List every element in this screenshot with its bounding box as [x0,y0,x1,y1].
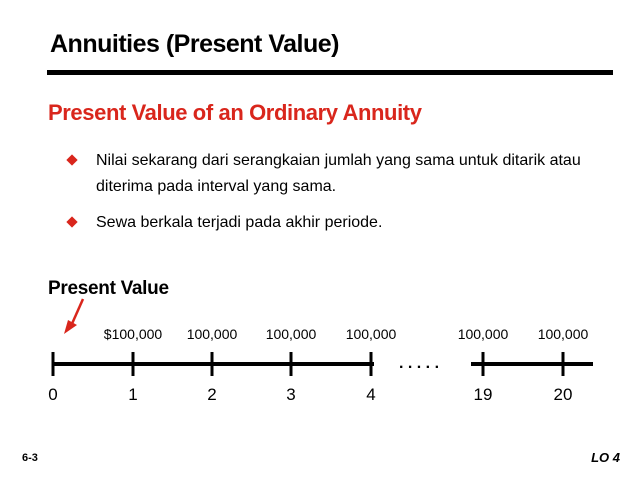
timeline-ellipsis: . . . . . [399,355,439,372]
slide-subtitle: Present Value of an Ordinary Annuity [48,100,422,125]
bullet-item: Sewa berkala terjadi pada akhir periode. [66,210,606,236]
period-label-3: 3 [286,385,296,404]
red-arrow-shaft [69,298,85,327]
period-label-19: 19 [473,385,493,404]
bullet-item: Nilai sekarang dari serangkaian jumlah y… [66,148,606,200]
present-value-label: Present Value [48,278,169,299]
period-label-0: 0 [48,385,58,404]
learning-objective-tag: LO 4 [591,450,620,465]
amount-period-4: 100,000 [345,326,397,342]
slide-number: 6-3 [22,452,38,464]
bullet-list: Nilai sekarang dari serangkaian jumlah y… [66,148,606,246]
slide-title: Annuities (Present Value) [50,30,339,58]
amount-period-3: 100,000 [265,326,317,342]
period-label-20: 20 [553,385,573,404]
period-label-1: 1 [128,385,138,404]
period-label-4: 4 [366,385,376,404]
amount-period-19: 100,000 [457,326,509,342]
amount-period-2: 100,000 [186,326,238,342]
title-underline [47,70,613,75]
period-label-2: 2 [207,385,217,404]
bullet-text: Nilai sekarang dari serangkaian jumlah y… [96,152,581,195]
amount-period-20: 100,000 [537,326,589,342]
bullet-text: Sewa berkala terjadi pada akhir periode. [96,214,383,231]
red-arrow-head-icon [64,320,77,334]
amount-period-1: $100,000 [103,326,163,342]
